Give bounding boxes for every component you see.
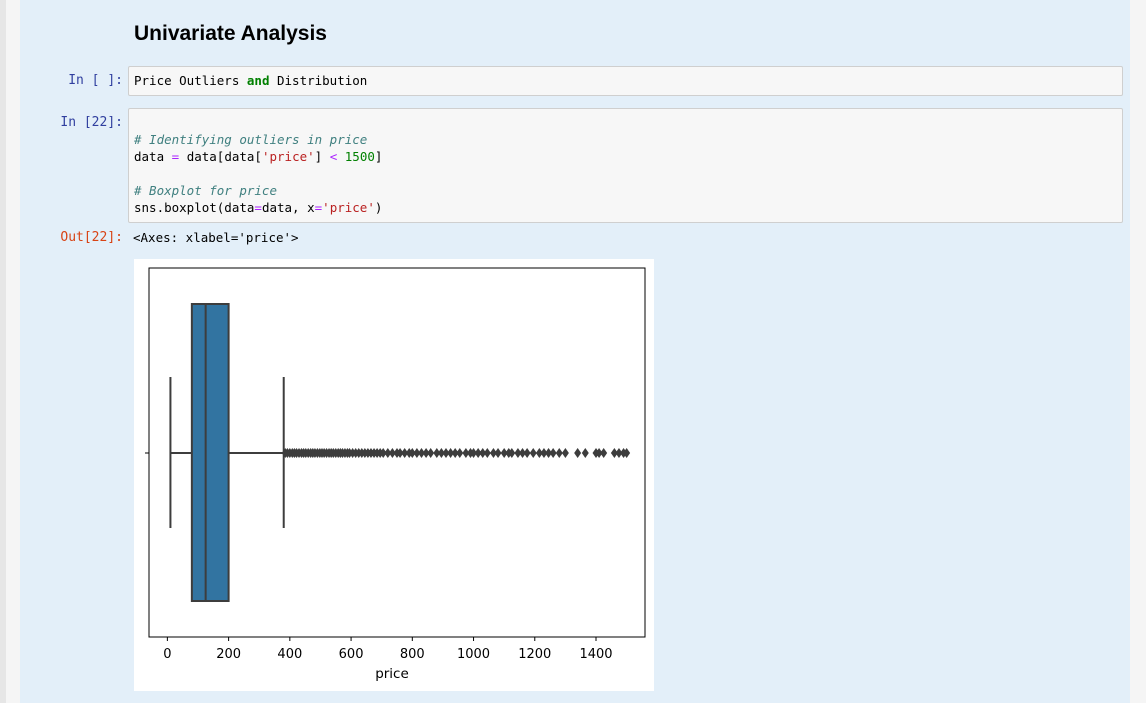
x-tick-label: 0 (163, 647, 171, 662)
outlier-point (433, 448, 441, 458)
outlier-point (500, 448, 508, 458)
left-rail (0, 0, 6, 703)
code-token: = (171, 149, 180, 164)
x-tick-label: 1400 (579, 647, 612, 662)
outlier-point (479, 448, 487, 458)
code-token: = (254, 200, 262, 215)
outlier-point (474, 448, 482, 458)
outlier-point (494, 448, 502, 458)
markdown-heading: Univariate Analysis (134, 22, 327, 45)
outlier-point (508, 448, 516, 458)
outlier-point (545, 448, 553, 458)
boxplot-chart: 0 200 400 600 800 1000 1200 1400 price (145, 267, 646, 682)
code-token: Price Outliers (134, 73, 247, 88)
x-tick-label: 600 (339, 647, 364, 662)
outlier-point (462, 448, 470, 458)
outlier-point (470, 448, 478, 458)
outlier-point (574, 448, 582, 458)
outlier-point (379, 448, 387, 458)
code-token: data[data[ (179, 149, 262, 164)
outlier-point (456, 448, 464, 458)
outlier-point (615, 448, 623, 458)
outlier-point (417, 448, 425, 458)
code-token: 1500 (344, 149, 375, 164)
outlier-point (595, 448, 603, 458)
outlier-point (581, 448, 589, 458)
x-tick-label: 800 (400, 647, 425, 662)
outlier-point (529, 448, 537, 458)
x-tick-label: 400 (277, 647, 302, 662)
outlier-point (514, 448, 522, 458)
outlier-point (540, 448, 548, 458)
boxplot-figure: 0 200 400 600 800 1000 1200 1400 price (134, 259, 654, 691)
x-tick-label: 200 (216, 647, 241, 662)
output-text: <Axes: xlabel='price'> (133, 230, 299, 245)
outlier-point (447, 448, 455, 458)
code-token: ] (374, 149, 383, 164)
code-token: # Boxplot for price (134, 183, 277, 198)
code-token: 'price' (322, 200, 375, 215)
outlier-point (437, 448, 445, 458)
outlier-point (413, 448, 421, 458)
outlier-point (519, 448, 527, 458)
code-line: sns.boxplot(data=data, x='price') (134, 200, 382, 215)
outlier-point (561, 448, 569, 458)
code-line: # Identifying outliers in price (134, 132, 367, 147)
code-token: = (314, 200, 323, 215)
x-axis-label: price (375, 666, 409, 682)
x-tick-label: 1200 (518, 647, 551, 662)
input-prompt-code: In [22]: (60, 115, 123, 130)
code-token: # Identifying outliers in price (134, 132, 368, 147)
outlier-point (600, 448, 608, 458)
outlier-point (623, 448, 631, 458)
code-cell-input[interactable]: # Identifying outliers in price data = da… (128, 108, 1123, 223)
outlier-point (442, 448, 450, 458)
outlier-point (451, 448, 459, 458)
outlier-point (422, 448, 430, 458)
outlier-point (523, 448, 531, 458)
outlier-point (549, 448, 557, 458)
outlier-point (489, 448, 497, 458)
outlier-point (555, 448, 563, 458)
code-token: Distribution (269, 73, 368, 88)
outlier-point (401, 448, 409, 458)
code-token: ] (314, 149, 330, 164)
outlier-point (535, 448, 543, 458)
iqr-box (190, 303, 230, 602)
code-token: data, x (261, 200, 315, 215)
outlier-point (384, 448, 392, 458)
code-token: ) (374, 200, 383, 215)
input-prompt-markdown: In [ ]: (68, 73, 123, 88)
code-token: 'price' (261, 149, 315, 164)
code-token (337, 149, 345, 164)
outlier-point (396, 448, 404, 458)
markdown-cell-input[interactable]: Price Outliers and Distribution (128, 66, 1123, 96)
outlier-point (388, 448, 396, 458)
output-prompt: Out[22]: (60, 230, 123, 245)
x-tick-label: 1000 (457, 647, 490, 662)
code-token: < (329, 149, 338, 164)
code-line: # Boxplot for price (134, 183, 277, 198)
outlier-point (483, 448, 491, 458)
code-token: sns.boxplot(data (134, 200, 255, 215)
code-line: data = data[data['price'] < 1500] (134, 149, 382, 164)
outlier-point (427, 448, 435, 458)
code-token: and (246, 73, 270, 88)
outlier-point (408, 448, 416, 458)
code-token: data (134, 149, 172, 164)
outlier-point (610, 448, 618, 458)
code-line: Price Outliers and Distribution (134, 73, 367, 88)
